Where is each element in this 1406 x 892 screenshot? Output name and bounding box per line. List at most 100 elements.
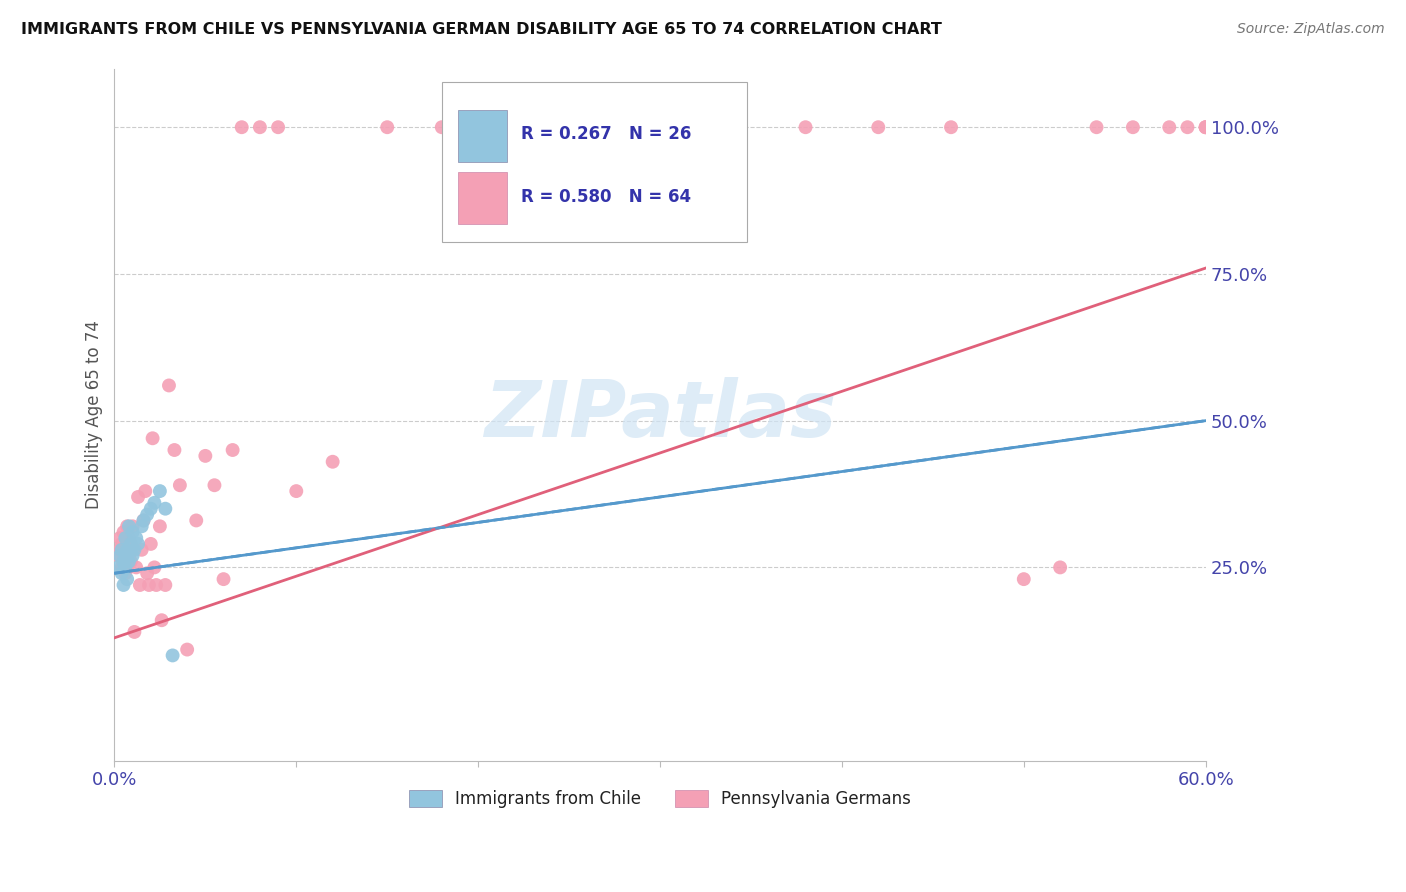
- Point: [1122, 120, 1144, 135]
- Point: [115, 560, 138, 574]
- Point: [114, 531, 136, 545]
- Point: [1159, 120, 1181, 135]
- Point: [121, 542, 143, 557]
- Point: [111, 542, 134, 557]
- Point: [1085, 120, 1108, 135]
- Point: [115, 542, 138, 557]
- Point: [114, 542, 136, 557]
- Point: [157, 378, 180, 392]
- Point: [155, 501, 177, 516]
- Point: [136, 508, 159, 522]
- Point: [1195, 120, 1218, 135]
- Point: [132, 513, 155, 527]
- Y-axis label: Disability Age 65 to 74: Disability Age 65 to 74: [86, 320, 103, 509]
- Point: [111, 566, 134, 581]
- Point: [125, 560, 148, 574]
- Point: [131, 519, 153, 533]
- Point: [595, 120, 617, 135]
- Point: [503, 120, 526, 135]
- Text: IMMIGRANTS FROM CHILE VS PENNSYLVANIA GERMAN DISABILITY AGE 65 TO 74 CORRELATION: IMMIGRANTS FROM CHILE VS PENNSYLVANIA GE…: [21, 22, 942, 37]
- Point: [1195, 120, 1218, 135]
- Point: [267, 120, 290, 135]
- Point: [107, 549, 129, 563]
- Point: [1177, 120, 1199, 135]
- Point: [1195, 120, 1218, 135]
- Point: [939, 120, 962, 135]
- Point: [124, 624, 146, 639]
- Point: [118, 531, 141, 545]
- Point: [127, 537, 149, 551]
- FancyBboxPatch shape: [458, 172, 508, 225]
- Point: [139, 501, 162, 516]
- Text: R = 0.267   N = 26: R = 0.267 N = 26: [522, 125, 692, 144]
- Point: [1012, 572, 1035, 586]
- Point: [127, 490, 149, 504]
- Point: [868, 120, 890, 135]
- Point: [155, 578, 177, 592]
- Point: [162, 648, 184, 663]
- Point: [194, 449, 217, 463]
- Point: [1049, 560, 1071, 574]
- Legend: Immigrants from Chile, Pennsylvania Germans: Immigrants from Chile, Pennsylvania Germ…: [402, 783, 918, 815]
- Point: [150, 613, 173, 627]
- Point: [128, 578, 150, 592]
- Point: [115, 519, 138, 533]
- FancyBboxPatch shape: [458, 110, 508, 162]
- Point: [138, 578, 160, 592]
- Point: [111, 537, 134, 551]
- Point: [149, 484, 172, 499]
- Point: [124, 542, 146, 557]
- Point: [430, 120, 453, 135]
- Point: [131, 542, 153, 557]
- Point: [118, 549, 141, 563]
- Point: [121, 549, 143, 563]
- Point: [111, 560, 134, 574]
- Point: [120, 555, 142, 569]
- Point: [176, 642, 198, 657]
- Point: [685, 120, 707, 135]
- Point: [186, 513, 208, 527]
- Point: [108, 549, 131, 563]
- Point: [163, 442, 186, 457]
- Point: [136, 566, 159, 581]
- Text: Source: ZipAtlas.com: Source: ZipAtlas.com: [1237, 22, 1385, 37]
- Point: [221, 442, 243, 457]
- Point: [794, 120, 817, 135]
- Text: ZIPatlas: ZIPatlas: [484, 376, 837, 453]
- Point: [115, 572, 138, 586]
- Point: [139, 537, 162, 551]
- Point: [107, 560, 129, 574]
- Point: [112, 555, 135, 569]
- Point: [134, 484, 156, 499]
- Point: [112, 525, 135, 540]
- Text: R = 0.580   N = 64: R = 0.580 N = 64: [522, 187, 692, 206]
- Point: [112, 578, 135, 592]
- Point: [125, 531, 148, 545]
- Point: [132, 513, 155, 527]
- Point: [118, 519, 141, 533]
- Point: [149, 519, 172, 533]
- Point: [112, 555, 135, 569]
- Point: [120, 537, 142, 551]
- Point: [114, 560, 136, 574]
- Point: [143, 496, 166, 510]
- Point: [143, 560, 166, 574]
- Point: [145, 578, 167, 592]
- Point: [121, 519, 143, 533]
- Point: [169, 478, 191, 492]
- Point: [204, 478, 226, 492]
- Point: [249, 120, 271, 135]
- Point: [231, 120, 253, 135]
- Point: [322, 455, 344, 469]
- Point: [108, 531, 131, 545]
- Point: [375, 120, 398, 135]
- Point: [118, 555, 141, 569]
- Point: [108, 542, 131, 557]
- Point: [114, 566, 136, 581]
- Point: [121, 525, 143, 540]
- Point: [212, 572, 235, 586]
- Point: [120, 537, 142, 551]
- Point: [142, 431, 165, 445]
- FancyBboxPatch shape: [441, 82, 748, 242]
- Point: [285, 484, 308, 499]
